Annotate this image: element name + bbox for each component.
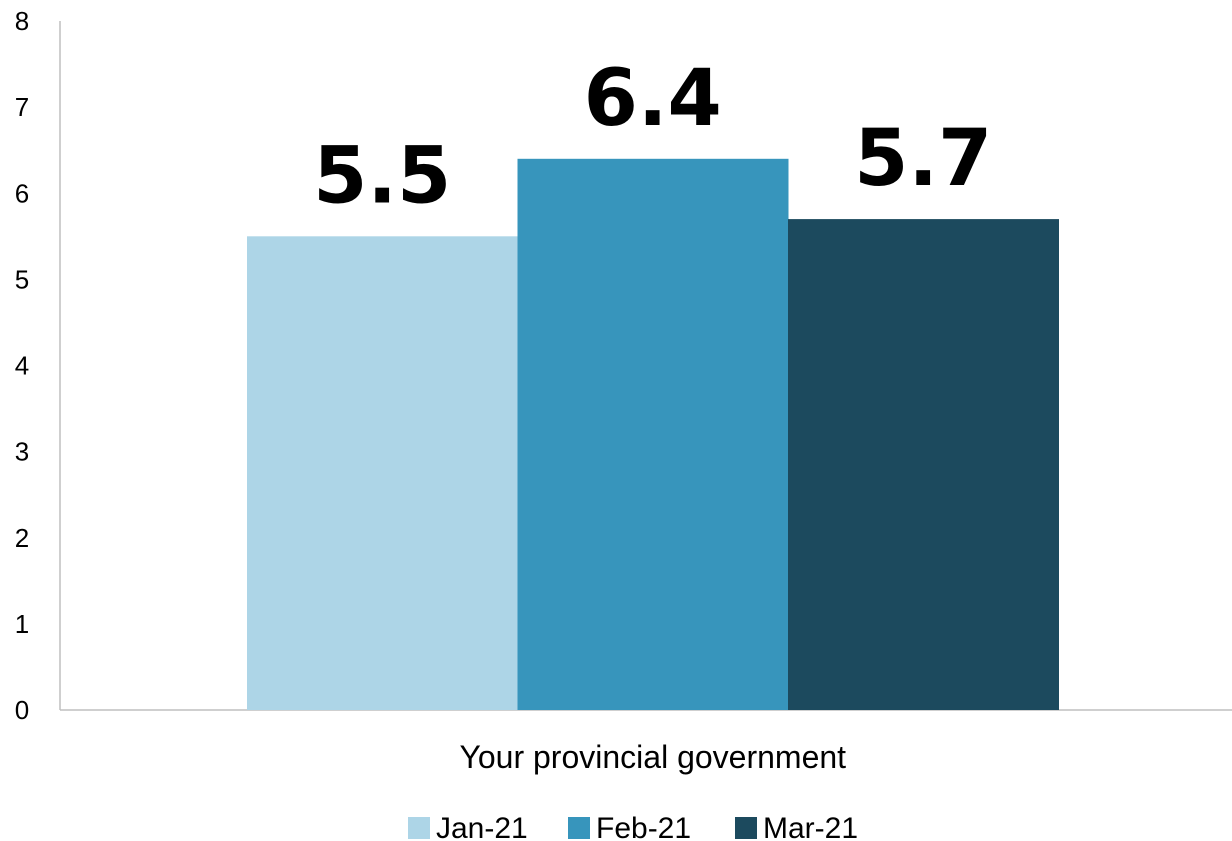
legend-label: Jan-21 xyxy=(436,812,528,841)
data-label: 5.5 xyxy=(313,131,451,221)
y-tick-label: 5 xyxy=(15,264,29,294)
legend: Jan-21 Feb-21 Mar-21 xyxy=(408,812,858,841)
bars xyxy=(247,158,1059,711)
legend-swatch-mar-21 xyxy=(735,817,757,839)
y-tick-label: 4 xyxy=(15,351,29,381)
data-label: 5.7 xyxy=(854,114,992,204)
bar-jan-21 xyxy=(247,236,518,710)
data-labels: 5.5 6.4 5.7 xyxy=(313,54,992,222)
y-tick-label: 7 xyxy=(15,92,29,122)
y-tick-label: 0 xyxy=(15,695,29,725)
y-axis-ticks: 0 1 2 3 4 5 6 7 8 xyxy=(15,6,29,725)
y-tick-label: 1 xyxy=(15,609,29,639)
bar-mar-21 xyxy=(788,219,1059,710)
y-tick-label: 6 xyxy=(15,178,29,208)
legend-swatch-feb-21 xyxy=(568,817,590,839)
y-tick-label: 8 xyxy=(15,6,29,36)
x-category-label: Your provincial government xyxy=(459,739,846,775)
data-label: 6.4 xyxy=(584,54,722,144)
legend-label: Feb-21 xyxy=(596,812,691,841)
legend-swatch-jan-21 xyxy=(408,817,430,839)
y-tick-label: 2 xyxy=(15,523,29,553)
bar-feb-21 xyxy=(517,158,789,711)
y-tick-label: 3 xyxy=(15,437,29,467)
legend-label: Mar-21 xyxy=(763,812,858,841)
